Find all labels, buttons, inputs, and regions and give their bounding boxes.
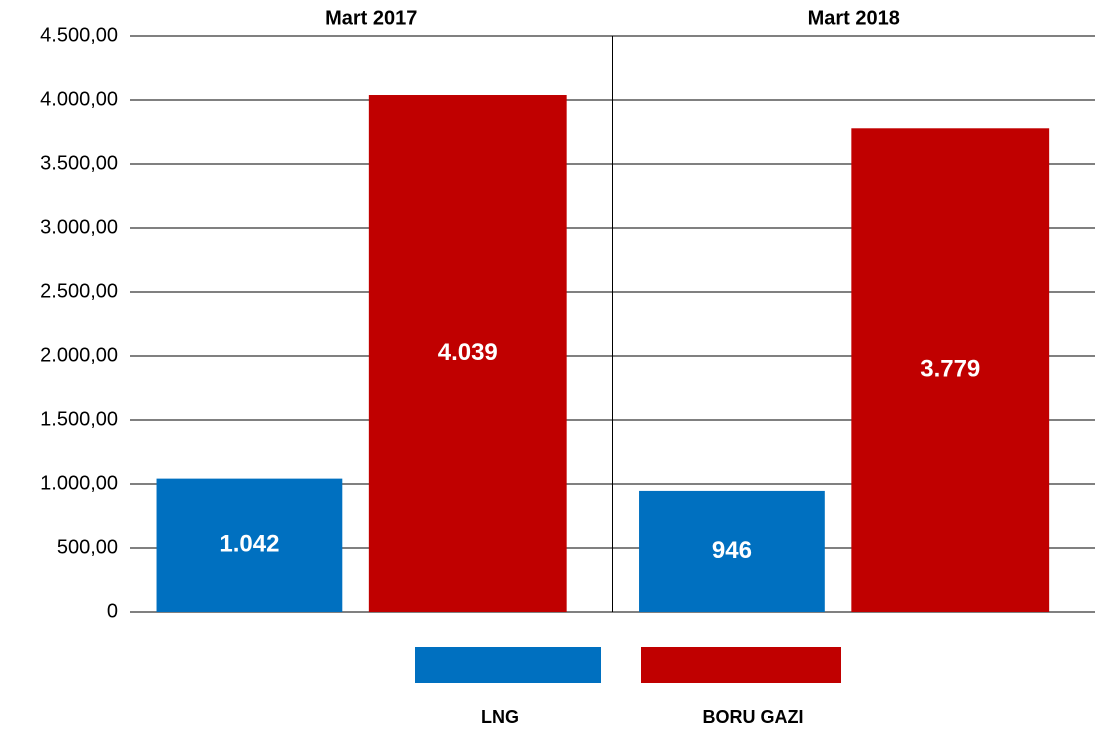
y-tick-label: 2.500,00 — [40, 280, 118, 302]
category-label: Mart 2018 — [808, 7, 900, 29]
y-tick-label: 4.000,00 — [40, 88, 118, 110]
legend-label: LNG — [481, 707, 519, 727]
legend-swatch — [415, 647, 601, 683]
y-tick-label: 1.500,00 — [40, 408, 118, 430]
value-label: 946 — [712, 537, 752, 564]
bar — [851, 128, 1050, 612]
y-tick-label: 0 — [107, 600, 118, 622]
bar — [368, 95, 567, 613]
value-label: 4.039 — [438, 339, 498, 366]
y-tick-label: 2.000,00 — [40, 344, 118, 366]
y-tick-label: 3.500,00 — [40, 152, 118, 174]
legend-swatch — [641, 647, 841, 683]
y-tick-label: 4.500,00 — [40, 24, 118, 46]
y-tick-label: 1.000,00 — [40, 472, 118, 494]
value-label: 3.779 — [920, 355, 980, 382]
y-tick-label: 3.000,00 — [40, 216, 118, 238]
legend-label: BORU GAZI — [703, 707, 804, 727]
bar — [639, 490, 825, 612]
y-tick-label: 500,00 — [57, 536, 118, 558]
category-label: Mart 2017 — [325, 7, 417, 29]
value-label: 1.042 — [219, 531, 279, 558]
bar — [156, 478, 343, 612]
